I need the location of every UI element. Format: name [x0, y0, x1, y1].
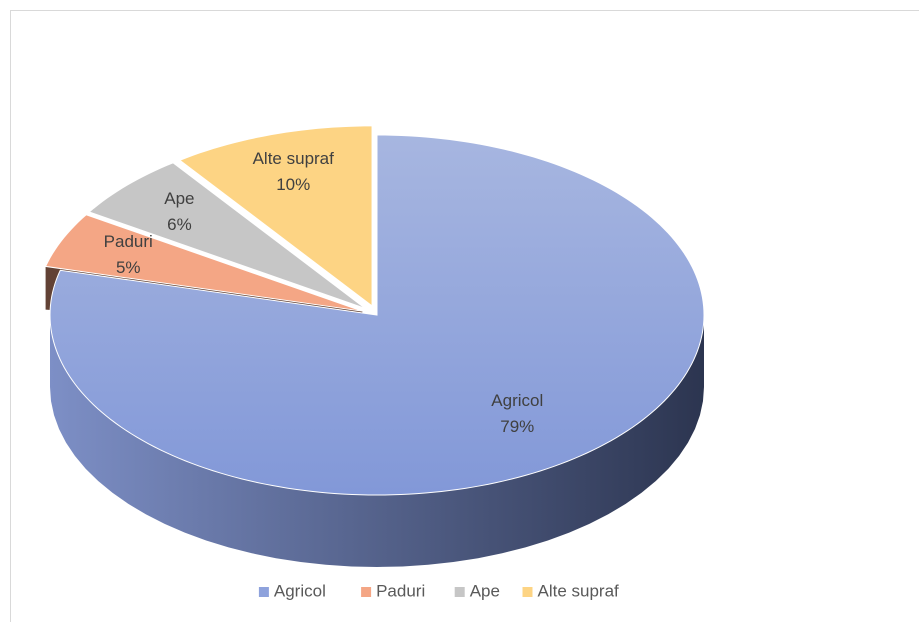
data-label-value: 5% [116, 258, 141, 277]
legend-label: Alte supraf [538, 581, 620, 600]
data-label-value: 6% [167, 215, 192, 234]
legend-swatch [522, 587, 533, 597]
legend: Agricol Paduri Ape Alte supraf [258, 581, 620, 600]
data-label-value: 10% [276, 175, 310, 194]
slice [44, 214, 363, 312]
legend-swatch [454, 587, 465, 597]
data-label-category: Agricol [491, 391, 543, 410]
legend-label: Agricol [274, 581, 326, 600]
legend-swatch [258, 587, 269, 597]
legend-label: Ape [470, 581, 500, 600]
legend-label: Paduri [376, 581, 425, 600]
slice [88, 162, 366, 309]
data-label-category: Alte supraf [253, 149, 335, 168]
data-label-category: Paduri [104, 232, 153, 251]
chart-border [10, 10, 919, 622]
slice-side [50, 315, 704, 567]
legend-swatch [361, 587, 372, 597]
data-label-category: Ape [164, 189, 194, 208]
data-label-value: 79% [500, 417, 534, 436]
slice [178, 125, 373, 307]
slice [49, 134, 705, 496]
